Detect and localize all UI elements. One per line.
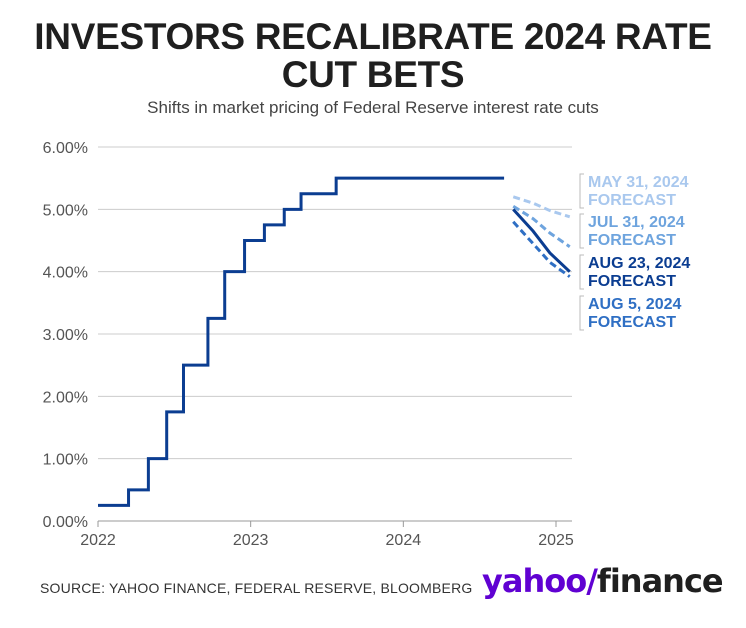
y-tick-label: 3.00% [43,327,88,344]
y-tick-label: 5.00% [43,202,88,219]
x-tick-label: 2023 [233,532,269,549]
logo-finance: finance [596,562,724,600]
label-bracket [579,254,584,290]
forecast-label-word: FORECAST [588,314,676,331]
label-bracket [579,213,584,249]
x-tick-label: 2025 [538,532,574,549]
y-tick-label: 1.00% [43,452,88,469]
y-tick-label: 2.00% [43,389,88,406]
y-tick-label: 0.00% [43,514,88,531]
yahoo-finance-logo: yahoo/finance [482,562,724,600]
title-line-1: INVESTORS RECALIBRATE 2024 RATE [34,16,712,57]
label-bracket [579,295,584,331]
label-bracket [579,173,584,209]
y-tick-label: 6.00% [43,140,88,157]
forecast-label-word: FORECAST [588,192,676,209]
chart-title: INVESTORS RECALIBRATE 2024 RATE CUT BETS [0,18,746,94]
forecast-label-date: AUG 5, 2024 [588,296,681,313]
chart-subtitle: Shifts in market pricing of Federal Rese… [147,98,599,117]
x-tick-label: 2024 [386,532,422,549]
series-line-aug23 [512,208,571,273]
forecast-label-word: FORECAST [588,273,676,290]
forecast-label-date: AUG 23, 2024 [588,255,690,272]
title-line-2: CUT BETS [281,54,465,95]
series-line-aug5 [512,220,571,278]
forecast-label-date: JUL 31, 2024 [588,214,685,231]
y-tick-label: 4.00% [43,265,88,282]
source-note: SOURCE: YAHOO FINANCE, FEDERAL RESERVE, … [40,580,473,596]
logo-yahoo: yahoo [482,562,587,600]
series-line-may [512,195,571,219]
logo-bang: / [586,562,598,600]
series-line-fed_rate [98,176,505,507]
series-line-jul [512,204,571,248]
x-tick-label: 2022 [80,532,116,549]
forecast-label-word: FORECAST [588,232,676,249]
forecast-label-date: MAY 31, 2024 [588,174,689,191]
